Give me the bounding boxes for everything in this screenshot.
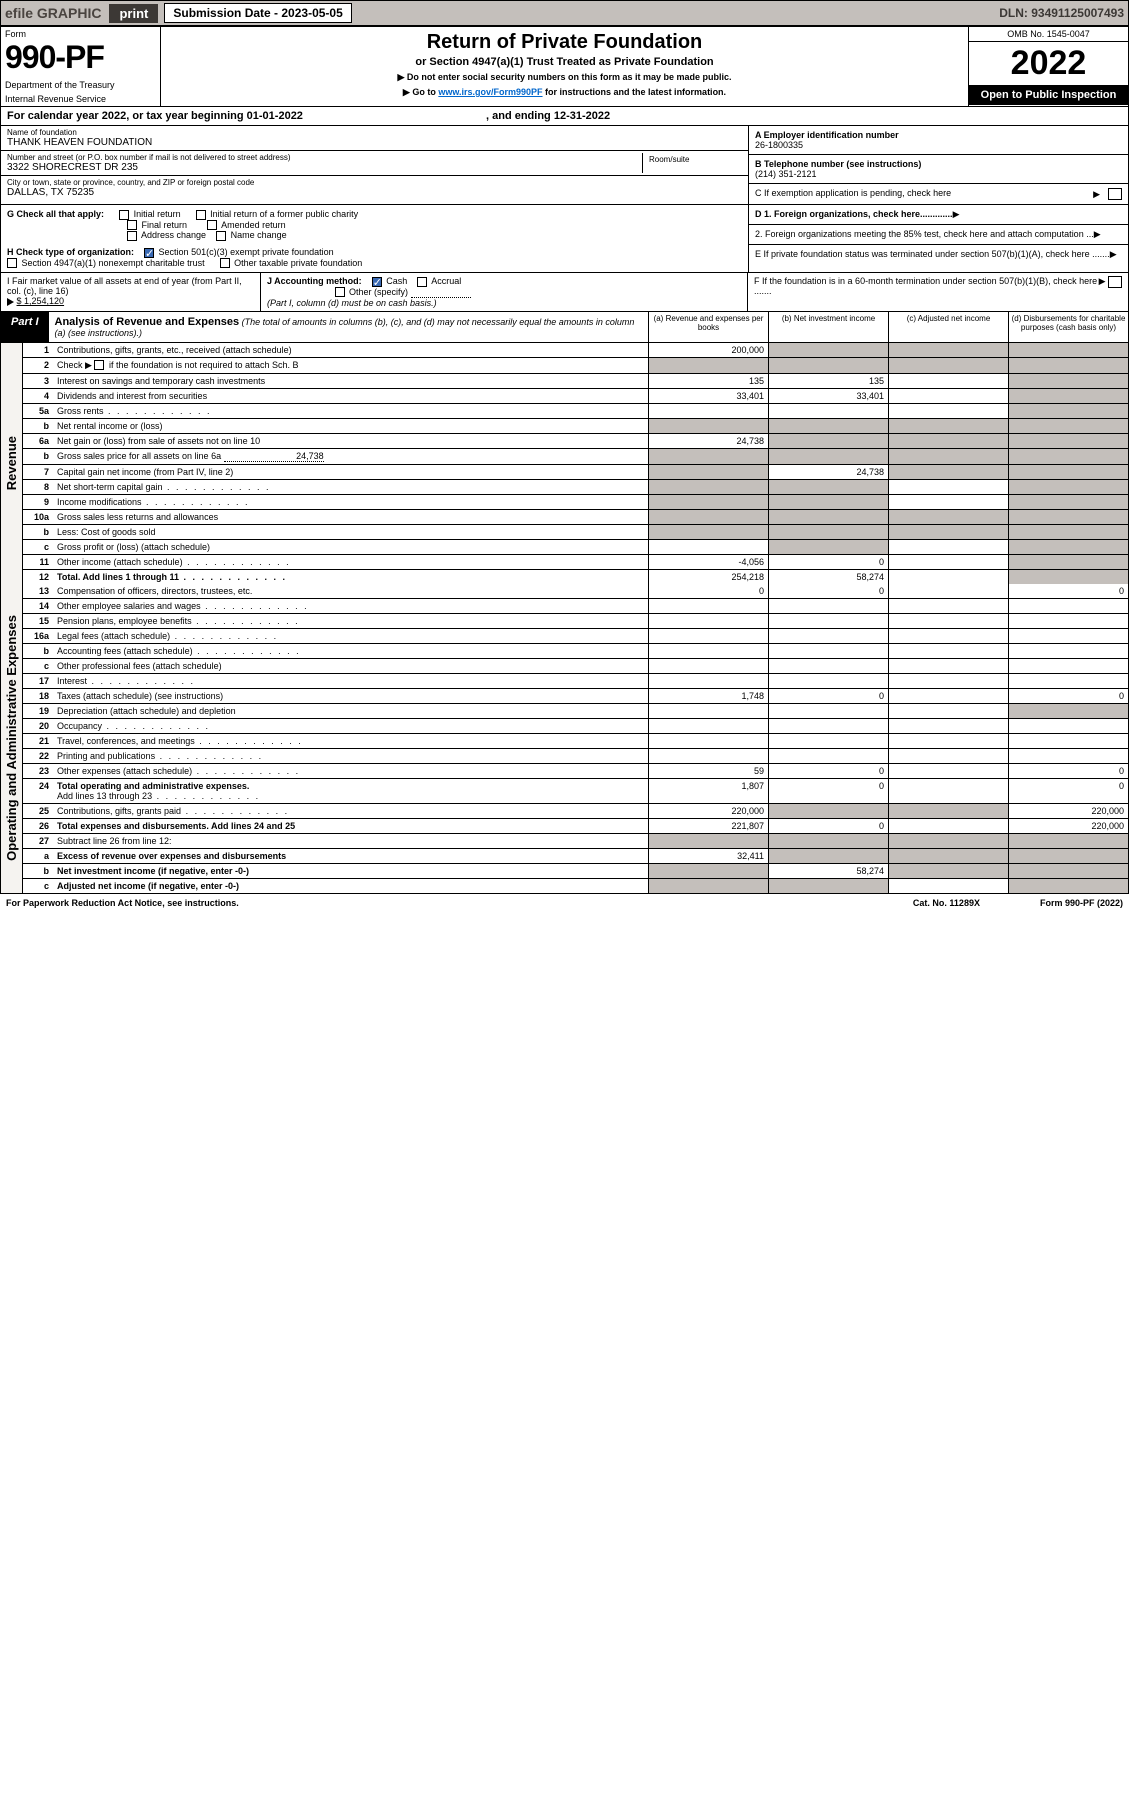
form-subtitle: or Section 4947(a)(1) Trust Treated as P…	[169, 56, 960, 68]
checkbox-final[interactable]	[127, 220, 137, 230]
j-label: J Accounting method:	[267, 276, 362, 286]
exemption-pending: C If exemption application is pending, c…	[755, 188, 1089, 200]
triangle-icon	[7, 298, 14, 306]
g-label: G Check all that apply:	[7, 209, 104, 219]
col-a-header: (a) Revenue and expenses per books	[648, 312, 768, 342]
ein-value: 26-1800335	[755, 140, 803, 150]
city-value: DALLAS, TX 75235	[7, 187, 742, 198]
efile-label: efile GRAPHIC	[5, 5, 101, 21]
h-label: H Check type of organization:	[7, 247, 134, 257]
form-number: 990-PF	[5, 39, 156, 76]
col-c-header: (c) Adjusted net income	[888, 312, 1008, 342]
checkbox-accrual[interactable]	[417, 277, 427, 287]
section-g: G Check all that apply: Initial return I…	[0, 205, 1129, 273]
checkbox-initial[interactable]	[119, 210, 129, 220]
footer-right: Form 990-PF (2022)	[1040, 898, 1123, 908]
foundation-name: THANK HEAVEN FOUNDATION	[7, 137, 742, 148]
note-ssn: ▶ Do not enter social security numbers o…	[169, 72, 960, 83]
d2-label: 2. Foreign organizations meeting the 85%…	[755, 229, 1094, 240]
checkbox-c[interactable]	[1108, 188, 1122, 200]
omb-number: OMB No. 1545-0047	[969, 27, 1128, 42]
section-ijf: I Fair market value of all assets at end…	[0, 273, 1129, 312]
part1-label: Part I	[1, 312, 49, 342]
checkbox-addr-change[interactable]	[127, 231, 137, 241]
triangle-icon: ▶	[1093, 189, 1100, 200]
checkbox-4947[interactable]	[7, 258, 17, 268]
dln-label: DLN: 93491125007493	[999, 6, 1124, 20]
dept-label: Department of the Treasury	[5, 80, 156, 90]
foundation-name-label: Name of foundation	[7, 128, 742, 137]
checkbox-501c3[interactable]	[144, 248, 154, 258]
d1-label: D 1. Foreign organizations, check here..…	[755, 209, 953, 219]
irs-link[interactable]: www.irs.gov/Form990PF	[438, 87, 542, 97]
i-value: $ 1,254,120	[17, 296, 65, 306]
expenses-side-label: Operating and Administrative Expenses	[4, 615, 19, 861]
checkbox-amended[interactable]	[207, 220, 217, 230]
col-b-header: (b) Net investment income	[768, 312, 888, 342]
i-label: I Fair market value of all assets at end…	[7, 276, 242, 296]
e-label: E If private foundation status was termi…	[755, 249, 1110, 260]
checkbox-cash[interactable]	[372, 277, 382, 287]
checkbox-initial-former[interactable]	[196, 210, 206, 220]
f-label: F If the foundation is in a 60-month ter…	[754, 276, 1099, 296]
room-label: Room/suite	[642, 153, 742, 173]
top-bar: efile GRAPHIC print Submission Date - 20…	[0, 0, 1129, 26]
form-title: Return of Private Foundation	[169, 31, 960, 54]
revenue-side-label: Revenue	[4, 436, 19, 490]
checkbox-other-method[interactable]	[335, 287, 345, 297]
col-d-header: (d) Disbursements for charitable purpose…	[1008, 312, 1128, 342]
checkbox-other-taxable[interactable]	[220, 258, 230, 268]
phone-label: B Telephone number (see instructions)	[755, 159, 921, 169]
submission-date: Submission Date - 2023-05-05	[164, 3, 351, 23]
checkbox-schb[interactable]	[94, 360, 104, 370]
j-note: (Part I, column (d) must be on cash basi…	[267, 298, 437, 308]
checkbox-f[interactable]	[1108, 276, 1122, 288]
phone-value: (214) 351-2121	[755, 169, 817, 179]
calendar-year-row: For calendar year 2022, or tax year begi…	[0, 107, 1129, 126]
address-value: 3322 SHORECREST DR 235	[7, 162, 642, 173]
irs-label: Internal Revenue Service	[5, 94, 156, 104]
footer-cat: Cat. No. 11289X	[913, 898, 980, 908]
part1-header: Part I Analysis of Revenue and Expenses …	[0, 312, 1129, 343]
page-footer: For Paperwork Reduction Act Notice, see …	[0, 894, 1129, 912]
part1-title: Analysis of Revenue and Expenses	[55, 316, 240, 328]
form-label: Form	[5, 29, 156, 39]
revenue-table: Revenue 1Contributions, gifts, grants, e…	[0, 343, 1129, 894]
foundation-info: Name of foundation THANK HEAVEN FOUNDATI…	[0, 126, 1129, 205]
note-link: ▶ Go to www.irs.gov/Form990PF for instru…	[169, 87, 960, 98]
checkbox-name-change[interactable]	[216, 231, 226, 241]
city-label: City or town, state or province, country…	[7, 178, 742, 187]
open-inspection: Open to Public Inspection	[969, 85, 1128, 105]
footer-left: For Paperwork Reduction Act Notice, see …	[6, 898, 239, 908]
address-label: Number and street (or P.O. box number if…	[7, 153, 642, 162]
ein-label: A Employer identification number	[755, 130, 899, 140]
tax-year: 2022	[969, 42, 1128, 85]
print-button[interactable]: print	[109, 4, 158, 23]
form-header: Form 990-PF Department of the Treasury I…	[0, 26, 1129, 107]
